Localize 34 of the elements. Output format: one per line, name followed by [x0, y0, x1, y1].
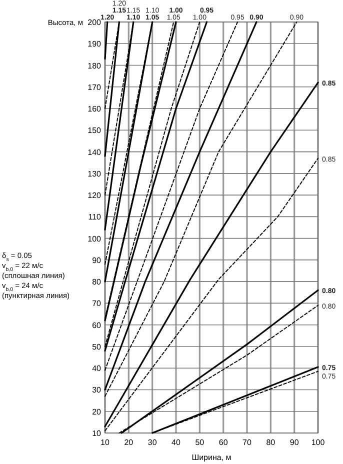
- x-tick-label: 80: [266, 438, 276, 447]
- y-tick-label: 10: [92, 429, 102, 438]
- x-tick-label: 30: [148, 438, 158, 447]
- y-tick-label: 50: [92, 342, 102, 352]
- y-tick-label: 120: [88, 191, 102, 200]
- x-tick-label: 100: [311, 438, 326, 447]
- line-series: [104, 21, 258, 391]
- x-tick-label: 60: [218, 438, 228, 447]
- y-tick-label: 130: [88, 169, 102, 178]
- y-tick-label: 90: [92, 256, 102, 265]
- y-tick-label: 110: [88, 212, 102, 222]
- x-tick-label: 10: [100, 438, 110, 447]
- y-tick-label: 170: [88, 82, 102, 92]
- x-tick-label: 70: [242, 438, 252, 447]
- x-tick-label: 50: [195, 438, 205, 447]
- x-axis-title: Ширина, м: [192, 453, 232, 462]
- y-tick-label: 150: [88, 126, 102, 136]
- y-tick-label: 70: [92, 299, 102, 308]
- line-series: [104, 22, 298, 397]
- y-tick-label: 60: [92, 320, 102, 330]
- y-tick-label: 200: [88, 18, 102, 27]
- y-tick-label: 180: [88, 61, 102, 70]
- x-tick-label: 20: [124, 438, 134, 447]
- x-tick-label: 90: [290, 438, 300, 447]
- y-tick-label: 160: [88, 104, 102, 114]
- line-series: [104, 82, 319, 428]
- y-tick-label: 190: [88, 40, 102, 49]
- y-tick-label: 80: [92, 278, 102, 287]
- y-tick-label: 30: [92, 386, 102, 395]
- y-tick-label: 20: [92, 407, 102, 416]
- y-tick-label: 40: [92, 364, 102, 374]
- y-tick-label: 100: [88, 234, 102, 244]
- y-tick-label: 140: [88, 148, 102, 157]
- x-tick-label: 40: [172, 438, 181, 447]
